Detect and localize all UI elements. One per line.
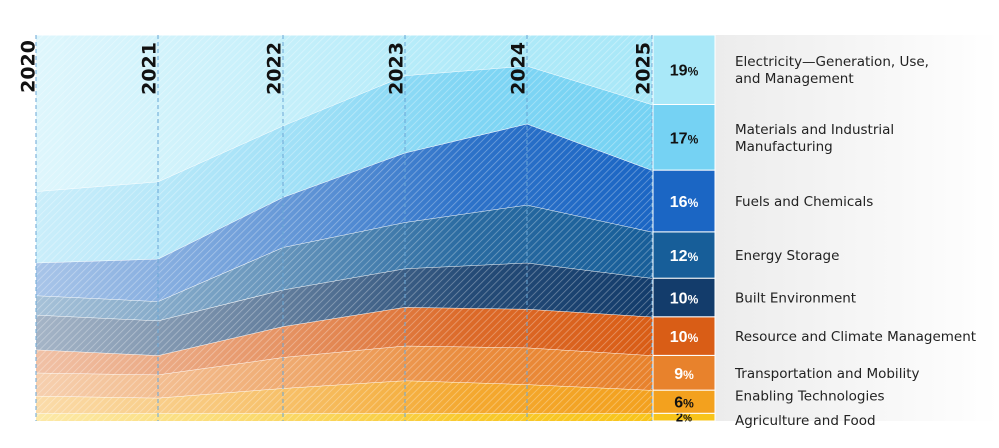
year-labels: 2020 2021 2022 2023 2024 2025 <box>18 40 655 95</box>
legend-label-agriculture-and-food: Agriculture and Food <box>735 413 876 429</box>
percent-box-materials-and-industrial-manufacturing <box>652 103 716 171</box>
percent-box-electricity-generation-use-and-management <box>652 34 716 105</box>
year-label-2021: 2021 <box>139 42 161 95</box>
percent-box-transportation-and-mobility <box>652 354 716 391</box>
fade-overlay <box>36 35 653 421</box>
legend-label-enabling-technologies: Enabling Technologies <box>735 389 885 405</box>
percent-value-enabling-technologies: 6% <box>674 395 694 412</box>
legend-label-resource-and-climate-management: Resource and Climate Management <box>735 329 976 345</box>
year-label-2020: 2020 <box>18 40 40 93</box>
legend-label-energy-storage: Energy Storage <box>735 248 839 264</box>
legend-background <box>715 35 999 421</box>
percent-value-materials-and-industrial-manufacturing: 17% <box>670 130 699 147</box>
percent-value-electricity-generation-use-and-management: 19% <box>670 63 699 80</box>
percent-box-fuels-and-chemicals <box>652 169 716 233</box>
year-label-2023: 2023 <box>386 42 408 95</box>
legend-label-materials-and-industrial-manufacturing: Materials and Industrial <box>735 122 894 138</box>
percent-value-energy-storage: 12% <box>670 248 699 265</box>
year-label-2025: 2025 <box>633 42 655 95</box>
percent-value-agriculture-and-food: 2% <box>676 410 692 425</box>
legend-label-transportation-and-mobility: Transportation and Mobility <box>734 366 919 382</box>
legend-label-built-environment: Built Environment <box>735 290 856 306</box>
year-label-2022: 2022 <box>264 42 286 95</box>
percent-value-built-environment: 10% <box>670 290 699 307</box>
legend-label-fuels-and-chemicals: Fuels and Chemicals <box>735 194 873 210</box>
percent-value-fuels-and-chemicals: 16% <box>670 194 699 211</box>
year-label-2024: 2024 <box>508 42 530 95</box>
legend-label-electricity-generation-use-and-management: Electricity—Generation, Use, <box>735 54 929 70</box>
percent-value-transportation-and-mobility: 9% <box>674 366 694 383</box>
legend-label-materials-and-industrial-manufacturing: Manufacturing <box>735 139 833 155</box>
percent-box-energy-storage <box>652 231 716 279</box>
year-gridlines <box>35 35 653 421</box>
percent-boxes: 2%6% 9% 10% 10% 12% 16% 17% 19% <box>652 34 716 425</box>
legend-label-electricity-generation-use-and-management: and Management <box>735 71 854 87</box>
percent-box-resource-and-climate-management <box>652 316 716 356</box>
percent-value-resource-and-climate-management: 10% <box>670 329 699 346</box>
legend-labels: Agriculture and Food Enabling Technologie… <box>734 54 976 429</box>
